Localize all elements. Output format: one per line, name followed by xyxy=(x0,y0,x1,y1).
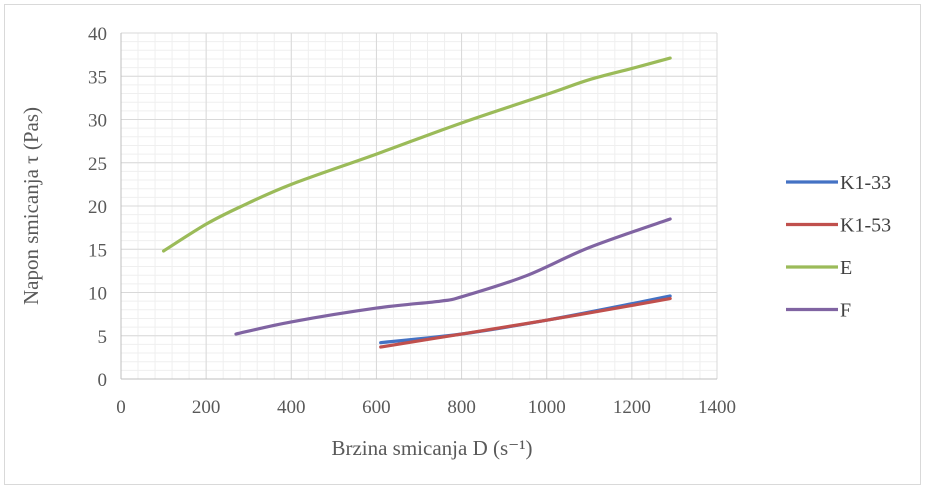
x-tick-label: 600 xyxy=(362,397,391,418)
y-tick-label: 25 xyxy=(88,154,107,175)
axes xyxy=(120,33,717,380)
legend-label-k1-53: K1-53 xyxy=(840,215,891,237)
x-axis-title: Brzina smicanja D (s⁻¹) xyxy=(331,436,532,460)
x-tick-label: 1200 xyxy=(613,397,651,418)
y-tick-label: 0 xyxy=(98,370,108,391)
y-tick-label: 15 xyxy=(88,240,107,261)
x-tick-label: 1000 xyxy=(528,397,566,418)
legend-label-e: E xyxy=(840,257,852,279)
legend-item-f: F xyxy=(786,300,851,322)
x-tick-label: 0 xyxy=(116,397,126,418)
chart-frame xyxy=(4,4,921,485)
series-line-f xyxy=(234,217,672,336)
x-tick-label: 800 xyxy=(447,397,476,418)
series-layer xyxy=(161,56,672,349)
legend-item-k1-33: K1-33 xyxy=(786,172,891,194)
legend-label-k1-33: K1-33 xyxy=(840,172,891,194)
legend: K1-33 K1-53 EF xyxy=(786,172,891,322)
y-tick-label: 5 xyxy=(98,327,108,348)
y-tick-labels: 0 5 10 15 20 25 30 35 40 xyxy=(88,24,107,391)
legend-item-e: E xyxy=(786,257,852,279)
x-tick-label: 400 xyxy=(277,397,306,418)
x-tick-label: 200 xyxy=(192,397,221,418)
legend-label-f: F xyxy=(840,300,851,322)
x-tick-label: 1400 xyxy=(698,397,736,418)
legend-item-k1-53: K1-53 xyxy=(786,215,891,237)
y-tick-label: 30 xyxy=(88,111,107,132)
y-axis-title: Napon smicanja τ (Pas) xyxy=(19,107,43,305)
y-tick-label: 40 xyxy=(88,24,107,45)
y-tick-label: 10 xyxy=(88,284,107,305)
series-line-e xyxy=(161,56,672,253)
x-tick-labels: 0 200 400 600 800 1000 1200 1400 xyxy=(116,397,736,418)
series-line-k1-53 xyxy=(379,296,672,349)
y-tick-label: 35 xyxy=(88,67,107,88)
y-tick-label: 20 xyxy=(88,197,107,218)
major-grid xyxy=(121,32,718,379)
